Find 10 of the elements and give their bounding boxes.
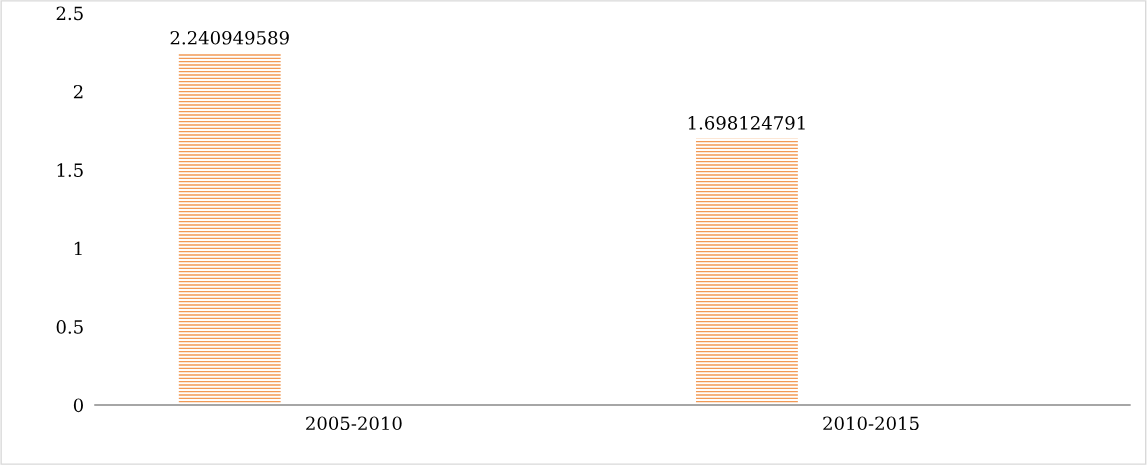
data-label: 2.240949589 bbox=[170, 30, 289, 45]
y-tick-label: 1.5 bbox=[57, 163, 83, 177]
y-tick-label: 0.5 bbox=[56, 320, 83, 334]
y-tick-label: 0 bbox=[73, 398, 83, 413]
y-tick-label: 2.5 bbox=[56, 6, 83, 21]
x-tick-label: 2005-2010 bbox=[306, 416, 402, 431]
data-label: 1.698124791 bbox=[688, 116, 805, 130]
y-tick-label: 1 bbox=[74, 241, 82, 256]
x-tick-label: 2010-2015 bbox=[823, 416, 919, 431]
y-tick-label: 2 bbox=[73, 84, 83, 99]
